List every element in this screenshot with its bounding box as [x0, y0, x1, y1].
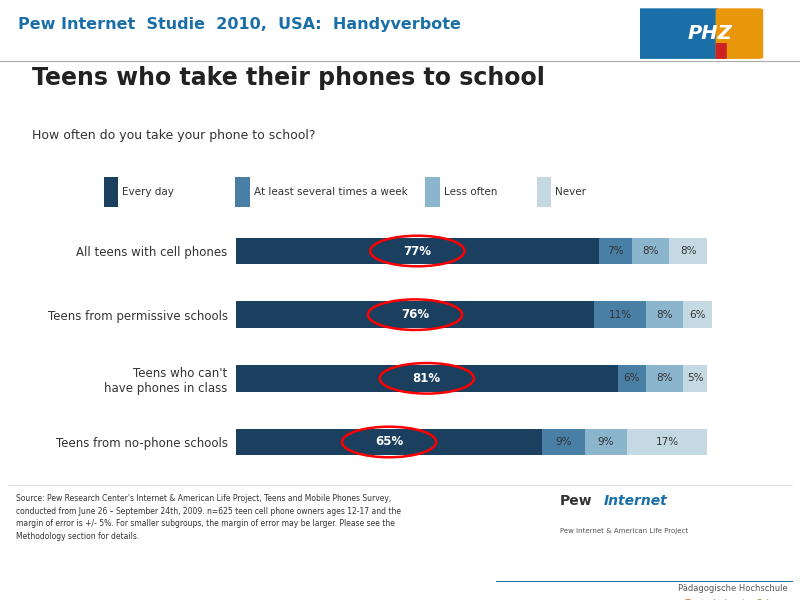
Bar: [537, 177, 551, 206]
Text: 81%: 81%: [413, 372, 441, 385]
Text: 6%: 6%: [690, 310, 706, 320]
Bar: [236, 365, 618, 392]
Text: 77%: 77%: [403, 245, 431, 257]
Text: Less often: Less often: [444, 187, 497, 197]
FancyBboxPatch shape: [716, 8, 763, 59]
Bar: [104, 177, 118, 206]
Bar: [235, 177, 250, 206]
Text: Zentralschweiz · Schwyz: Zentralschweiz · Schwyz: [685, 599, 788, 600]
Bar: [236, 301, 594, 328]
Text: Pew: Pew: [560, 494, 593, 508]
Text: 8%: 8%: [680, 246, 697, 256]
Text: Internet: Internet: [604, 494, 668, 508]
Text: 8%: 8%: [642, 246, 658, 256]
Text: 7%: 7%: [607, 246, 623, 256]
Bar: [426, 177, 440, 206]
Text: Pew Internet & American Life Project: Pew Internet & American Life Project: [560, 528, 688, 534]
Text: 5%: 5%: [687, 373, 703, 383]
Text: 65%: 65%: [375, 436, 403, 448]
Bar: [598, 238, 632, 265]
Bar: [585, 428, 627, 455]
Text: Pädagogische Hochschule: Pädagogische Hochschule: [678, 584, 788, 593]
Bar: [594, 301, 646, 328]
Text: PHZ: PHZ: [688, 24, 732, 43]
Bar: [646, 301, 683, 328]
Text: 76%: 76%: [401, 308, 429, 321]
Bar: [618, 365, 646, 392]
Bar: [236, 238, 598, 265]
Text: 11%: 11%: [608, 310, 631, 320]
Text: 17%: 17%: [655, 437, 678, 447]
Text: How often do you take your phone to school?: How often do you take your phone to scho…: [32, 129, 315, 142]
Text: 9%: 9%: [598, 437, 614, 447]
Text: Teens who take their phones to school: Teens who take their phones to school: [32, 66, 545, 90]
Bar: [683, 301, 712, 328]
FancyBboxPatch shape: [638, 8, 681, 59]
Bar: [627, 428, 707, 455]
Text: Source: Pew Research Center's Internet & American Life Project, Teens and Mobile: Source: Pew Research Center's Internet &…: [16, 494, 401, 541]
Text: Never: Never: [555, 187, 586, 197]
Bar: [236, 428, 542, 455]
Text: Every day: Every day: [122, 187, 174, 197]
Text: At least several times a week: At least several times a week: [254, 187, 407, 197]
Bar: [670, 238, 707, 265]
Text: 8%: 8%: [656, 373, 673, 383]
Text: Pew Internet  Studie  2010,  USA:  Handyverbote: Pew Internet Studie 2010, USA: Handyverb…: [18, 17, 461, 32]
Text: 9%: 9%: [555, 437, 572, 447]
Text: 6%: 6%: [623, 373, 640, 383]
FancyBboxPatch shape: [716, 43, 727, 59]
Bar: [542, 428, 585, 455]
Bar: [632, 238, 670, 265]
Bar: [646, 365, 683, 392]
Text: 8%: 8%: [656, 310, 673, 320]
FancyBboxPatch shape: [677, 8, 720, 59]
Bar: [683, 365, 707, 392]
